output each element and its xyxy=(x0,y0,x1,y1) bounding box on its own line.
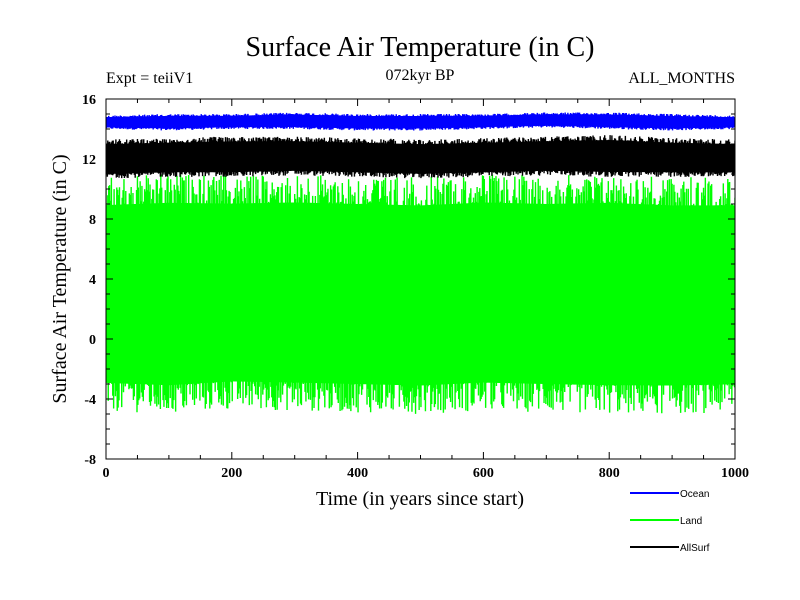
legend-label-ocean: Ocean xyxy=(680,489,709,500)
x-axis-label: Time (in years since start) xyxy=(316,488,524,510)
legend-label-allsurf: AllSurf xyxy=(680,543,710,554)
y-tick-label: 8 xyxy=(89,213,96,228)
y-tick-label: 4 xyxy=(89,273,96,288)
x-tick-label: 0 xyxy=(103,466,110,481)
series-ocean xyxy=(106,112,735,131)
y-tick-label: 16 xyxy=(82,93,96,108)
y-axis-label: Surface Air Temperature (in C) xyxy=(49,154,71,403)
x-tick-label: 1000 xyxy=(721,466,749,481)
legend-label-land: Land xyxy=(680,516,702,527)
x-tick-label: 200 xyxy=(221,466,242,481)
y-tick-label: 0 xyxy=(89,333,96,348)
series-band-allsurf xyxy=(106,140,735,174)
x-tick-label: 800 xyxy=(599,466,620,481)
legend-item-land: Land xyxy=(630,516,702,527)
legend-item-ocean: Ocean xyxy=(630,489,709,500)
series-land xyxy=(106,174,735,414)
series-band-ocean xyxy=(106,114,735,129)
legend-item-allsurf: AllSurf xyxy=(630,543,710,554)
series-layer xyxy=(106,112,735,414)
series-allsurf xyxy=(106,135,735,179)
x-axis: 0 200 400 600 800 1000 xyxy=(103,99,749,481)
chart-title: Surface Air Temperature (in C) xyxy=(246,32,595,63)
y-tick-label: -4 xyxy=(84,393,96,408)
experiment-label: Expt = teiiV1 xyxy=(106,70,193,87)
x-tick-label: 600 xyxy=(473,466,494,481)
legend: Ocean Land AllSurf xyxy=(630,489,710,554)
y-tick-label: 12 xyxy=(82,153,96,168)
y-axis: -8 -4 0 4 8 12 16 xyxy=(82,93,735,468)
series-band-land xyxy=(106,202,735,386)
y-tick-label: -8 xyxy=(84,453,96,468)
period-label: 072kyr BP xyxy=(386,67,455,84)
months-label: ALL_MONTHS xyxy=(628,70,735,87)
x-tick-label: 400 xyxy=(347,466,368,481)
